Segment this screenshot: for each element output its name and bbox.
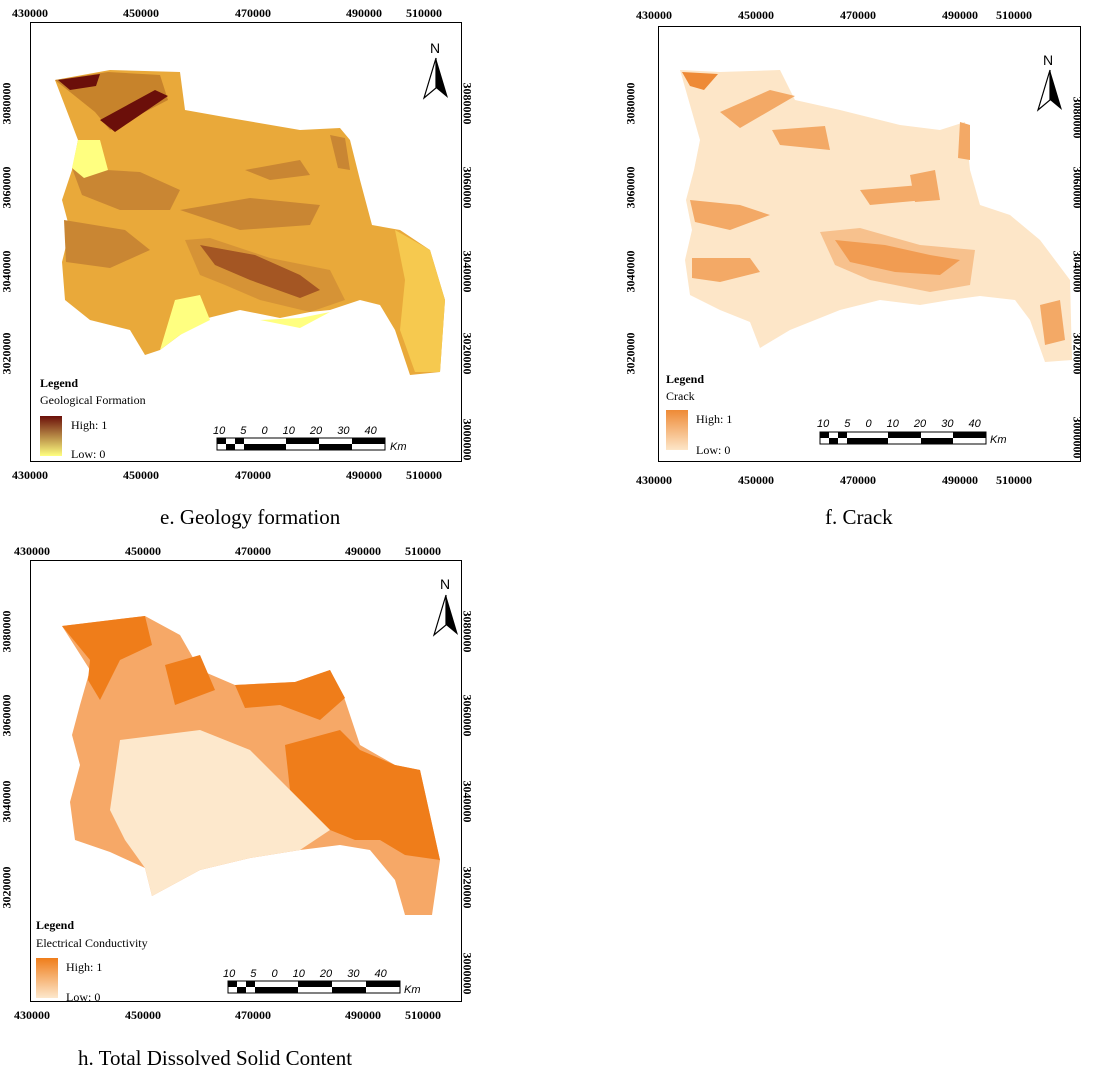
region-light <box>772 126 830 150</box>
legend-layer: Electrical Conductivity <box>36 936 148 950</box>
x-tick-bottom: 470000 <box>840 473 876 487</box>
scale-unit: Km <box>404 984 421 996</box>
legend-title: Legend <box>666 372 705 386</box>
north-arrow-icon <box>432 594 458 637</box>
x-tick-bottom: 490000 <box>345 1008 381 1022</box>
crack-map <box>680 70 1072 362</box>
x-tick-bottom: 510000 <box>405 1008 441 1022</box>
x-tick-bottom: 450000 <box>125 1008 161 1022</box>
legend-gradient <box>36 958 58 998</box>
scale-bar <box>819 431 987 445</box>
scale-unit: Km <box>990 434 1007 446</box>
x-tick-bottom: 490000 <box>942 473 978 487</box>
x-tick-top: 510000 <box>996 8 1032 22</box>
legend-low-label: Low: 0 <box>71 447 106 461</box>
region-brown <box>180 198 320 230</box>
x-tick-bottom: 510000 <box>996 473 1032 487</box>
north-arrow-icon <box>1036 69 1062 112</box>
region-maroon <box>58 74 100 90</box>
x-tick-bottom: 510000 <box>406 468 442 482</box>
region-yellow <box>160 295 210 350</box>
geology-map <box>55 70 445 375</box>
x-tick-top: 490000 <box>346 6 382 20</box>
region-light <box>690 200 770 230</box>
region-dark <box>165 655 215 705</box>
legend-high-label: High: 1 <box>66 960 103 974</box>
map-panel-h: 430000 450000 470000 490000 510000 30800… <box>0 540 520 1079</box>
legend-layer: Crack <box>666 389 695 403</box>
x-tick-bottom: 470000 <box>235 468 271 482</box>
north-label: N <box>440 576 451 592</box>
scale-bar <box>227 980 401 994</box>
north-arrow-icon <box>422 57 448 100</box>
region-light <box>958 122 970 160</box>
region-light <box>720 90 795 128</box>
x-tick-top: 470000 <box>235 6 271 20</box>
region-maroon <box>100 90 168 132</box>
region-yellow <box>72 140 108 178</box>
caption: e. Geology formation <box>160 505 341 529</box>
legend-title: Legend <box>40 376 79 390</box>
x-tick-bottom: 470000 <box>235 1008 271 1022</box>
legend-title: Legend <box>36 918 75 932</box>
scale-bar <box>216 437 386 451</box>
legend-layer: Geological Formation <box>40 393 146 407</box>
legend-high-label: High: 1 <box>696 412 733 426</box>
legend-gradient <box>40 416 62 456</box>
tds-map <box>62 616 440 915</box>
map-panel-f: 430000 450000 470000 490000 510000 30800… <box>620 0 1105 530</box>
north-label: N <box>430 40 441 56</box>
x-tick-top: 450000 <box>738 8 774 22</box>
scale-bar-labels: 10 5 0 10 20 30 40 <box>213 425 377 437</box>
x-tick-top: 430000 <box>12 6 48 20</box>
scale-bar-labels: 10 5 0 10 20 30 40 <box>223 968 387 980</box>
north-label: N <box>1043 52 1054 68</box>
x-tick-top: 430000 <box>14 544 50 558</box>
x-tick-bottom: 490000 <box>346 468 382 482</box>
x-tick-top: 450000 <box>125 544 161 558</box>
region-light <box>1040 300 1065 345</box>
region-yellow <box>395 230 445 372</box>
region-dark <box>235 670 345 720</box>
region-yellow <box>260 312 330 328</box>
legend-low-label: Low: 0 <box>66 990 101 1004</box>
region-base <box>680 70 1072 362</box>
caption: h. Total Dissolved Solid Content <box>78 1046 353 1070</box>
region-dark <box>62 616 152 700</box>
legend-low-label: Low: 0 <box>696 443 731 457</box>
x-tick-top: 450000 <box>123 6 159 20</box>
x-tick-bottom: 430000 <box>14 1008 50 1022</box>
region-brown <box>72 168 180 210</box>
scale-unit: Km <box>390 441 407 453</box>
region-orange <box>682 72 718 90</box>
x-tick-bottom: 450000 <box>738 473 774 487</box>
x-tick-top: 490000 <box>942 8 978 22</box>
x-tick-top: 470000 <box>235 544 271 558</box>
x-tick-top: 470000 <box>840 8 876 22</box>
region-light <box>692 258 760 282</box>
region-light <box>820 228 975 292</box>
region-dark <box>285 730 440 860</box>
x-tick-bottom: 430000 <box>12 468 48 482</box>
x-tick-bottom: 450000 <box>123 468 159 482</box>
legend-high-label: High: 1 <box>71 418 108 432</box>
caption: f. Crack <box>825 505 893 529</box>
region-light <box>860 185 925 205</box>
legend-gradient <box>666 410 688 450</box>
x-tick-bottom: 430000 <box>636 473 672 487</box>
region-light <box>110 730 330 896</box>
region-brown <box>185 238 345 312</box>
region-brown <box>330 135 350 170</box>
region-brown <box>245 160 310 180</box>
x-tick-top: 490000 <box>345 544 381 558</box>
region-brown <box>64 220 150 268</box>
x-tick-top: 430000 <box>636 8 672 22</box>
scale-bar-labels: 10 5 0 10 20 30 40 <box>817 418 981 430</box>
x-tick-top: 510000 <box>405 544 441 558</box>
map-panel-e: 430000 450000 470000 490000 510000 30800… <box>0 0 540 530</box>
x-tick-top: 510000 <box>406 6 442 20</box>
